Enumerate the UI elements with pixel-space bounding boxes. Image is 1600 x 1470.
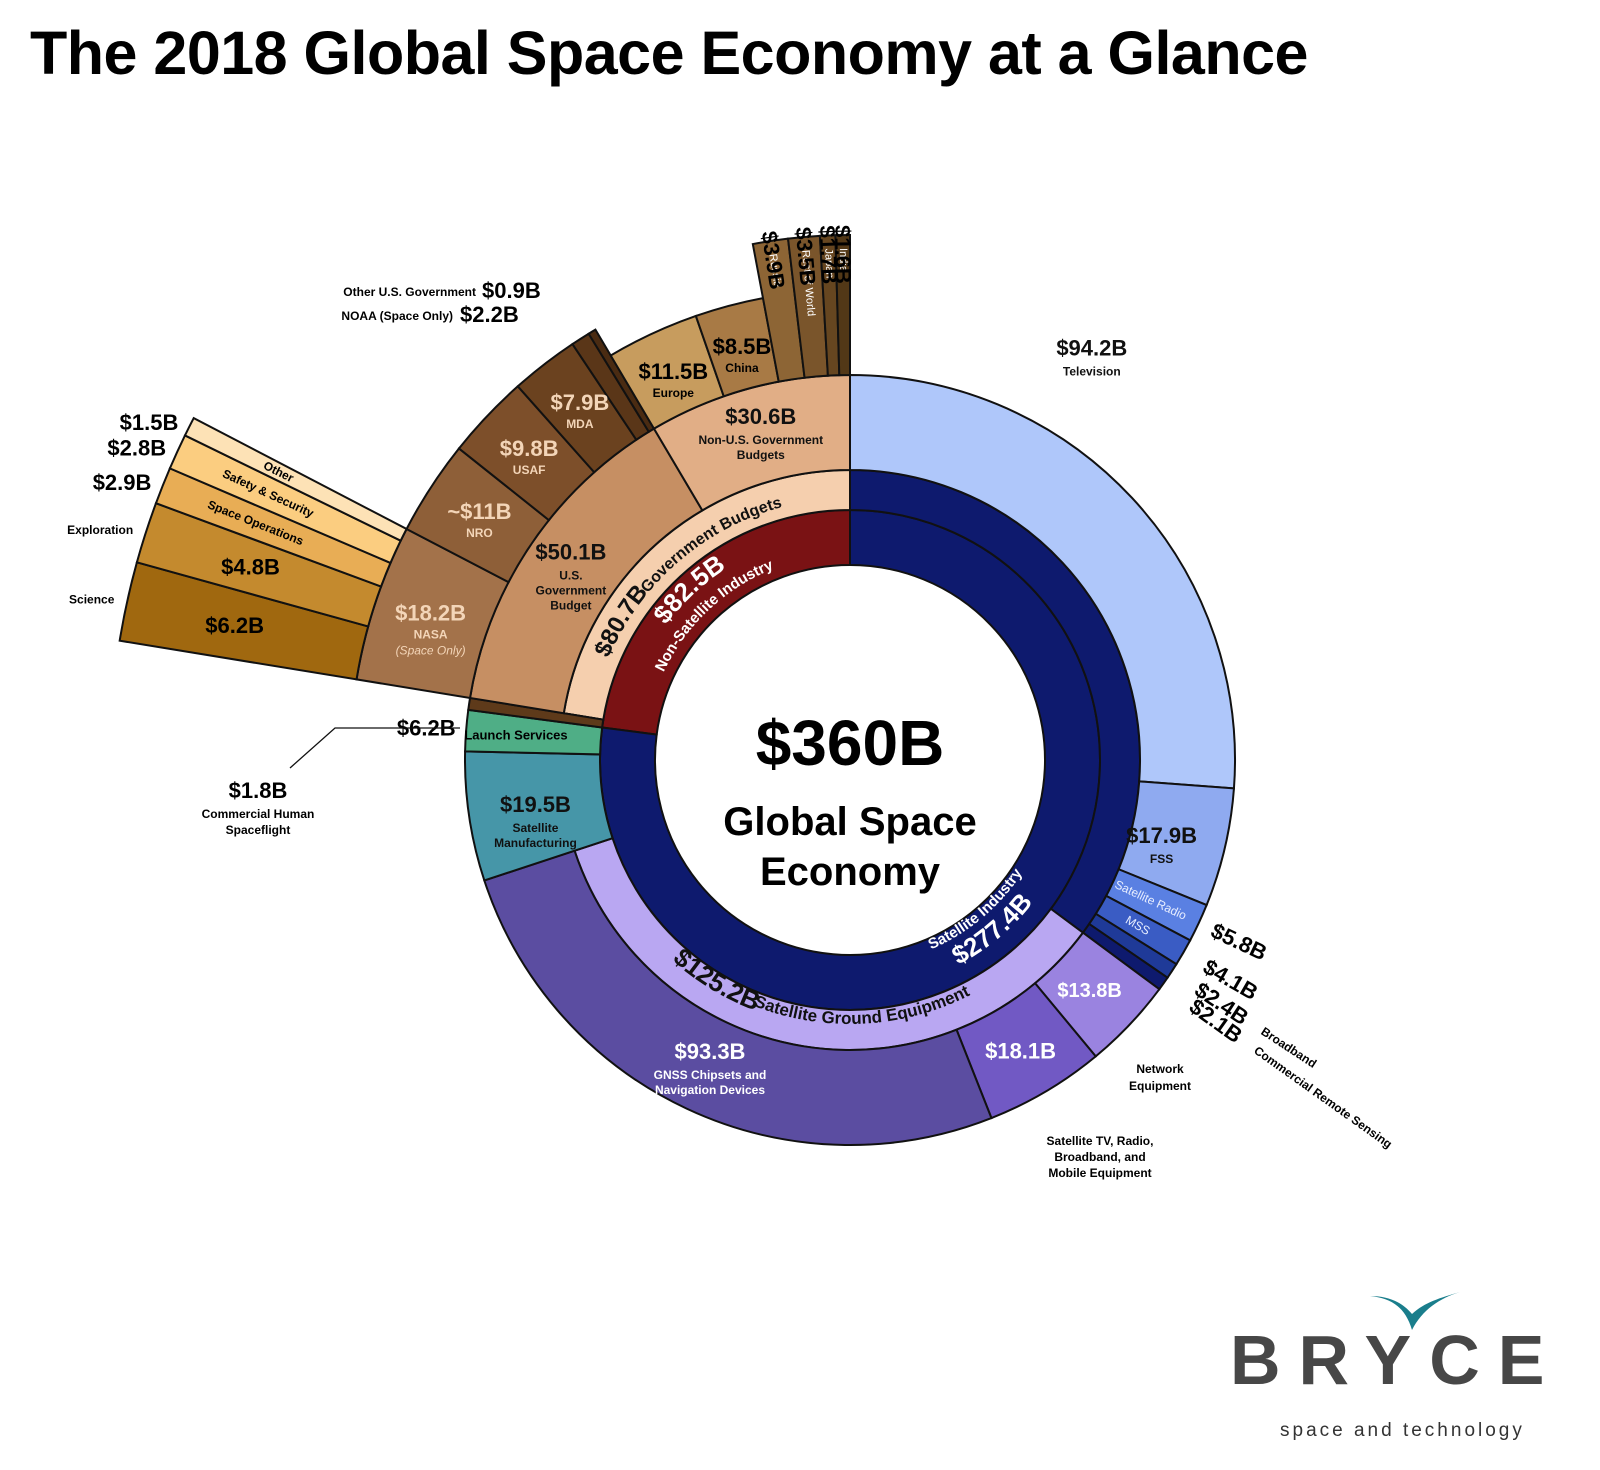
- nasa-value-1: $4.8B: [221, 554, 280, 579]
- agency-sub-0: (Space Only): [396, 643, 466, 657]
- country-value-3: $3.5B: [791, 226, 821, 287]
- outer-name-gnss-chipsets-and-navigation-devices-0: GNSS Chipsets and: [654, 1068, 767, 1082]
- country-value-5: $1.6B: [830, 225, 856, 284]
- outer-name-network-equipment-0: Network: [1136, 1062, 1184, 1076]
- country-name-3: Rest of World: [799, 249, 817, 316]
- country-segment-5: [834, 233, 851, 377]
- agency-value-1: ~$11B: [447, 499, 511, 524]
- country-name-2: Russia: [766, 253, 783, 289]
- agency-value-4: $2.2B: [460, 302, 519, 327]
- nasa-name-1: Exploration: [67, 523, 133, 537]
- outer-value-fss: $17.9B: [1126, 823, 1197, 848]
- agency-name-4: NOAA (Space Only): [341, 309, 453, 323]
- agency-value-3: $7.9B: [551, 390, 610, 415]
- country-value-4: $1.7B: [815, 225, 842, 285]
- chs-callout-line: [289, 727, 460, 769]
- outer-value-television: $94.2B: [1056, 335, 1127, 360]
- agency-name-1: NRO: [466, 526, 493, 540]
- agency-name-5: Other U.S. Government: [343, 285, 476, 299]
- nasa-value-0: $6.2B: [205, 613, 264, 638]
- center-total-value: $360B: [756, 707, 945, 779]
- bryce-logo: BRYCE space and technology: [1230, 1292, 1590, 1450]
- logo-tagline: space and technology: [1280, 1420, 1525, 1441]
- outer-value-satellite-manufacturing: $19.5B: [500, 792, 571, 817]
- outer-segment-gnss-chipsets-and-navigation-devices: [483, 849, 993, 1146]
- outer-name-commercial-human-spaceflight-1: Spaceflight: [226, 823, 291, 837]
- agency-name-2: USAF: [513, 463, 546, 477]
- nasa-segment-4: [183, 416, 408, 543]
- agency-name-3: MDA: [566, 417, 594, 431]
- outer-name-television-0: Television: [1063, 364, 1121, 378]
- outer-name-network-equipment-1: Equipment: [1129, 1079, 1191, 1093]
- agency-value-0: $18.2B: [395, 600, 466, 625]
- outer-name-out-commercial-remote-sensing: Commercial Remote Sensing: [1251, 1043, 1394, 1151]
- outer-name-non-u-s-government-budgets-1: Budgets: [737, 448, 785, 462]
- outer-name-launch-services: Launch Services: [464, 727, 567, 742]
- nasa-value-3: $2.8B: [107, 436, 166, 461]
- country-name-5: India: [837, 248, 849, 273]
- agency-value-5: $0.9B: [482, 278, 541, 303]
- outer-segment-television: [849, 373, 1236, 790]
- outer-segment-commercial-human-spaceflight: [467, 696, 605, 729]
- country-value-0: $11.5B: [638, 359, 708, 384]
- outer-name-u-s-government-budget-0: U.S.: [559, 568, 582, 582]
- outer-name-u-s-government-budget-2: Budget: [550, 598, 591, 612]
- country-name-0: Europe: [653, 386, 695, 400]
- country-value-1: $8.5B: [713, 334, 772, 359]
- outer-name-commercial-human-spaceflight-0: Commercial Human: [202, 807, 315, 821]
- center-total-label-line1: Global Space: [723, 800, 976, 844]
- outer-value-non-u-s-government-budgets: $30.6B: [725, 404, 796, 429]
- outer-value-satellite-tv-radio-broadband-and-mobile-equipment: $18.1B: [985, 1038, 1056, 1063]
- outer-name-gnss-chipsets-and-navigation-devices-1: Navigation Devices: [655, 1083, 765, 1097]
- nasa-value-4: $1.5B: [120, 410, 179, 435]
- outer-value-network-equipment: $13.8B: [1057, 980, 1122, 1002]
- outer-name-satellite-manufacturing-0: Satellite: [512, 821, 558, 835]
- outer-value-gnss-chipsets-and-navigation-devices: $93.3B: [675, 1039, 746, 1064]
- agency-name-0: NASA: [414, 627, 448, 641]
- agency-value-2: $9.8B: [500, 436, 559, 461]
- outer-name-satellite-tv-0: Satellite TV, Radio,: [1047, 1134, 1154, 1148]
- outer-value-u-s-government-budget: $50.1B: [535, 539, 606, 564]
- chart-title: The 2018 Global Space Economy at a Glanc…: [30, 19, 1308, 87]
- outer-name-satellite-manufacturing-1: Manufacturing: [494, 836, 577, 850]
- center-total-label-line2: Economy: [760, 850, 941, 894]
- outer-name-satellite-tv-2: Mobile Equipment: [1048, 1166, 1151, 1180]
- outer-name-fss-0: FSS: [1150, 852, 1173, 866]
- outer-name-u-s-government-budget-1: Government: [536, 583, 607, 597]
- nasa-value-2: $2.9B: [93, 470, 152, 495]
- country-name-1: China: [725, 361, 759, 375]
- logo-swoosh-icon: [1370, 1292, 1460, 1330]
- outer-value-commercial-human-spaceflight: $1.8B: [229, 778, 288, 803]
- logo-wordmark: BRYCE: [1230, 1321, 1563, 1399]
- outer-name-non-u-s-government-budgets-0: Non-U.S. Government: [698, 433, 823, 447]
- country-name-4: Japan: [822, 248, 835, 278]
- nasa-name-0: Science: [69, 593, 115, 607]
- outer-name-satellite-tv-1: Broadband, and: [1054, 1150, 1145, 1164]
